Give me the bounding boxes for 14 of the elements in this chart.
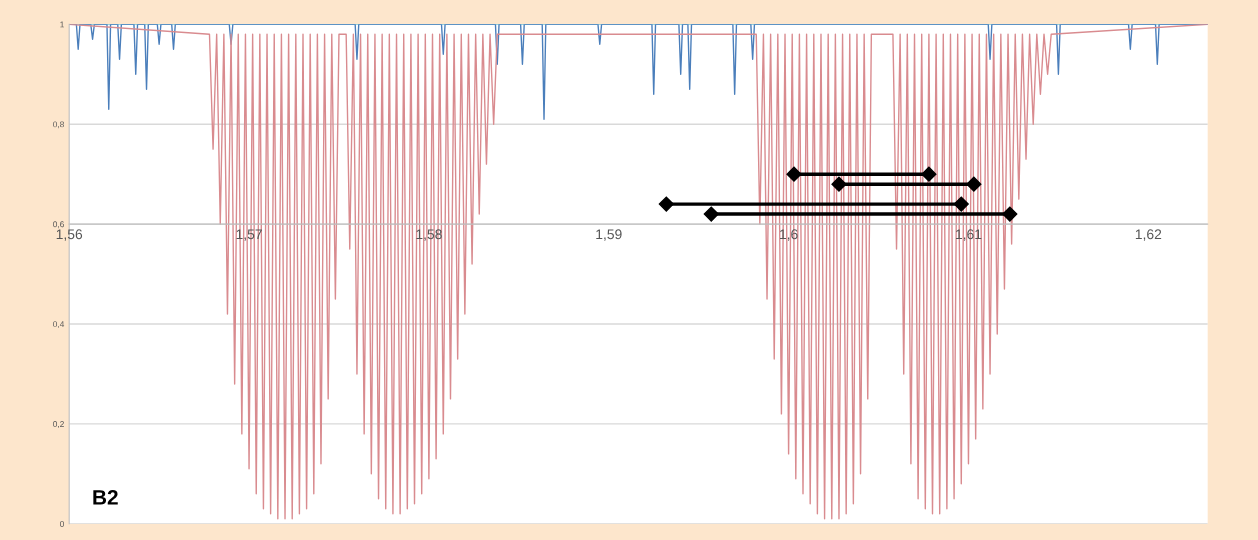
x-tick-label: 1,58 bbox=[416, 229, 442, 241]
y-tick-label: 0 bbox=[60, 521, 64, 527]
x-tick-label: 1,6 bbox=[780, 229, 798, 241]
y-tick-label: 0,8 bbox=[53, 121, 64, 129]
y-tick-label: 1 bbox=[60, 21, 64, 28]
y-tick-label: 0,6 bbox=[53, 221, 64, 229]
y-tick-label: 0,4 bbox=[53, 321, 65, 329]
x-tick-label: 1,59 bbox=[596, 229, 622, 241]
annotation: B2 bbox=[93, 489, 118, 505]
x-tick-label: 1,56 bbox=[56, 229, 83, 241]
x-tick-label: 1,61 bbox=[956, 229, 982, 241]
x-tick-label: 1,62 bbox=[1135, 229, 1162, 241]
x-tick-label: 1,57 bbox=[236, 229, 262, 241]
y-tick-label: 0,2 bbox=[53, 421, 64, 428]
